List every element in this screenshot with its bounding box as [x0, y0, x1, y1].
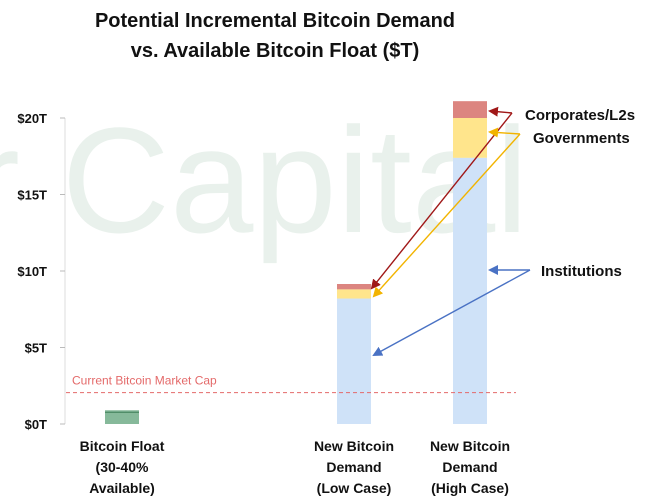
- annotation-corporates-label: Corporates/L2s: [525, 107, 635, 124]
- category-label: (30-40%: [96, 459, 149, 475]
- bar-governments-high: [453, 118, 487, 158]
- y-tick-label: $0T: [25, 417, 47, 432]
- category-label: Demand: [326, 459, 381, 475]
- arrow-corporates-low: [370, 112, 513, 290]
- category-label: New Bitcoin: [430, 438, 510, 454]
- bars: [105, 101, 487, 424]
- y-tick-label: $20T: [17, 111, 47, 126]
- bar-bitcoin-float: [105, 410, 139, 424]
- arrow-corporates-high: [488, 106, 513, 117]
- category-labels: Bitcoin Float (30-40% Available) New Bitcoi…: [80, 438, 510, 496]
- chart-title-line-1: Potential Incremental Bitcoin Demand: [95, 10, 455, 32]
- bar-corporates-l2s-low: [337, 284, 371, 290]
- bar-institutions-low: [337, 298, 371, 424]
- category-label: New Bitcoin: [314, 438, 394, 454]
- watermark: r Capital: [0, 96, 529, 264]
- annotation-governments-label: Governments: [533, 130, 630, 147]
- bar-corporates-l2s-high: [453, 101, 487, 118]
- y-tick-label: $15T: [17, 188, 47, 203]
- category-label: Bitcoin Float: [80, 438, 165, 454]
- bar-institutions-high: [453, 157, 487, 424]
- y-tick-label: $10T: [17, 264, 47, 279]
- reference-line-group: Current Bitcoin Market Cap: [66, 374, 516, 394]
- chart-title-line-2: vs. Available Bitcoin Float ($T): [131, 40, 420, 62]
- bar-governments-low: [337, 289, 371, 299]
- y-axis-ticks: $0T $5T $10T $15T $20T: [17, 111, 65, 432]
- y-tick-label: $5T: [25, 341, 47, 356]
- category-label: (High Case): [431, 480, 509, 496]
- current-market-cap-label: Current Bitcoin Market Cap: [72, 374, 217, 388]
- arrow-governments-low: [372, 133, 521, 298]
- arrow-governments-high: [488, 127, 521, 138]
- arrow-institutions-low: [372, 269, 531, 356]
- annotations: Corporates/L2s Governments Institutions: [370, 106, 635, 356]
- category-label: Demand: [442, 459, 497, 475]
- category-label: Available): [89, 480, 155, 496]
- category-label: (Low Case): [317, 480, 392, 496]
- annotation-institutions-label: Institutions: [541, 263, 622, 280]
